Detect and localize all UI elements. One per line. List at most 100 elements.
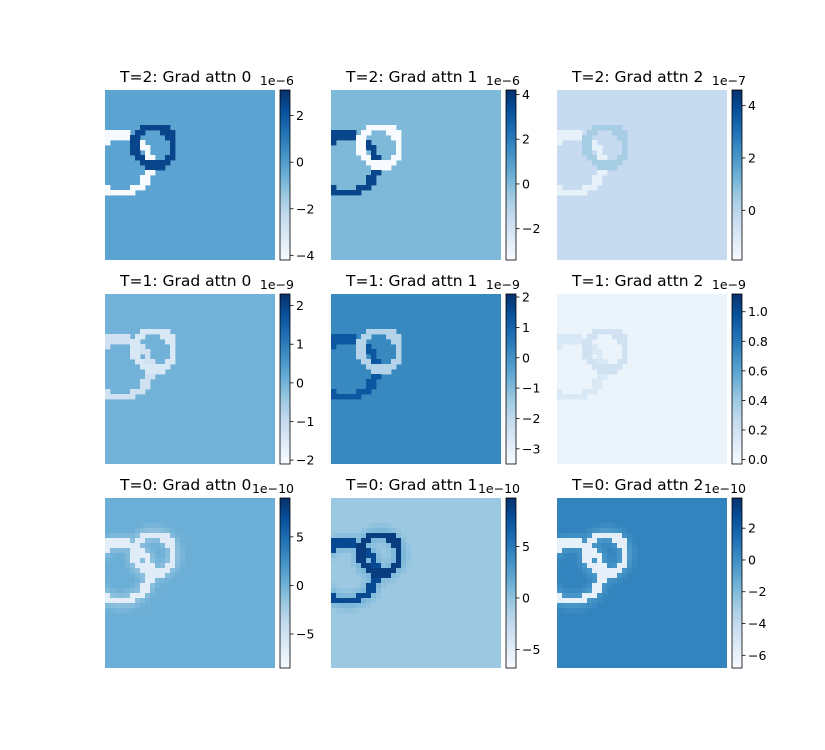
heatmap-cell [371, 563, 377, 569]
heatmap-cell [361, 528, 367, 534]
heatmap-cell [376, 583, 382, 589]
heatmap-cell [622, 135, 628, 141]
heatmap-cell [105, 558, 111, 564]
heatmap-cell [587, 543, 593, 549]
heatmap-cell [366, 155, 372, 161]
heatmap-cell [160, 334, 166, 340]
heatmap-cell [381, 573, 387, 579]
heatmap-cell [105, 344, 111, 350]
heatmap-cell [125, 563, 131, 569]
heatmap-cell [592, 155, 598, 161]
heatmap-cell [366, 568, 372, 574]
heatmap-cell [582, 608, 588, 614]
heatmap-cell [396, 563, 402, 569]
heatmap-cell [371, 160, 377, 166]
heatmap-cell [115, 190, 121, 196]
heatmap-cell [592, 389, 598, 395]
heatmap-cell [150, 573, 156, 579]
heatmap-cell [371, 165, 377, 171]
heatmap-cell [346, 538, 352, 544]
heatmap-cell [341, 608, 347, 614]
heatmap-cell [336, 548, 342, 554]
heatmap-cell [105, 608, 111, 614]
heatmap-cell [371, 329, 377, 335]
heatmap-cell [557, 558, 563, 564]
heatmap-cell [346, 339, 352, 345]
heatmap-cell [356, 538, 362, 544]
heatmap-cell [150, 369, 156, 375]
colorbar: −2 −1 0 1 21e−9 [260, 277, 315, 468]
heatmap-cell [115, 533, 121, 539]
heatmap-cell [125, 135, 131, 141]
heatmap-cell [155, 369, 161, 375]
heatmap-cell [612, 329, 618, 335]
heatmap-cell [582, 185, 588, 191]
heatmap-cell [391, 528, 397, 534]
heatmap-cell [105, 140, 111, 146]
heatmap-cell [622, 344, 628, 350]
heatmap-cell [622, 553, 628, 559]
heatmap-cell [376, 165, 382, 171]
heatmap-cell [135, 548, 141, 554]
heatmap-cell [341, 130, 347, 136]
heatmap-cell [612, 553, 618, 559]
colorbar-tick-label: 4 [748, 98, 756, 113]
heatmap-cell [155, 563, 161, 569]
heatmap-cell [110, 608, 116, 614]
heatmap-cell [331, 394, 337, 400]
heatmap-cell [145, 528, 151, 534]
heatmap-cell [371, 349, 377, 355]
heatmap-cell [331, 538, 337, 544]
heatmap-background [105, 294, 275, 464]
heatmap-cell [597, 598, 603, 604]
heatmap-cell [582, 145, 588, 151]
heatmap-cell [607, 543, 613, 549]
heatmap-cell [331, 543, 337, 549]
heatmap-cell [577, 543, 583, 549]
heatmap-cell [386, 543, 392, 549]
heatmap-cell [105, 593, 111, 599]
heatmap-cell [170, 344, 176, 350]
heatmap-cell [386, 523, 392, 529]
heatmap-cell [115, 593, 121, 599]
heatmap-cell [607, 523, 613, 529]
heatmap-cell [135, 349, 141, 355]
heatmap-cell [577, 334, 583, 340]
heatmap-cell [582, 568, 588, 574]
heatmap-cell [130, 354, 136, 360]
heatmap-cell [346, 593, 352, 599]
heatmap-cell [170, 140, 176, 146]
colorbar-bar [731, 293, 743, 465]
heatmap-cell [557, 598, 563, 604]
heatmap-cell [592, 364, 598, 370]
heatmap-cell [602, 165, 608, 171]
heatmap-cell [582, 349, 588, 355]
heatmap-cell [592, 175, 598, 181]
subplot-2: T=2: Grad attn 1 −2 0 2 41e−6 [331, 68, 540, 261]
heatmap-cell [351, 394, 357, 400]
heatmap-cell [602, 583, 608, 589]
subplot-title: T=1: Grad attn 2 [571, 272, 703, 290]
heatmap-cell [376, 558, 382, 564]
heatmap-cell [617, 364, 623, 370]
heatmap-cell [577, 533, 583, 539]
heatmap-cell [165, 573, 171, 579]
heatmap-cell [592, 553, 598, 559]
heatmap-cell [381, 533, 387, 539]
heatmap-cell [105, 190, 111, 196]
heatmap-cell [612, 563, 618, 569]
heatmap-cell [351, 558, 357, 564]
heatmap-cell [351, 563, 357, 569]
heatmap-cell [331, 140, 337, 146]
heatmap-cell [577, 558, 583, 564]
heatmap-cell [361, 603, 367, 609]
heatmap-cell [557, 548, 563, 554]
heatmap-cell [366, 160, 372, 166]
heatmap-cell [105, 603, 111, 609]
heatmap-cell [371, 568, 377, 574]
heatmap-cell [120, 548, 126, 554]
heatmap-cell [140, 553, 146, 559]
heatmap-cell [607, 568, 613, 574]
heatmap-cell [391, 548, 397, 554]
heatmap-cell [602, 568, 608, 574]
